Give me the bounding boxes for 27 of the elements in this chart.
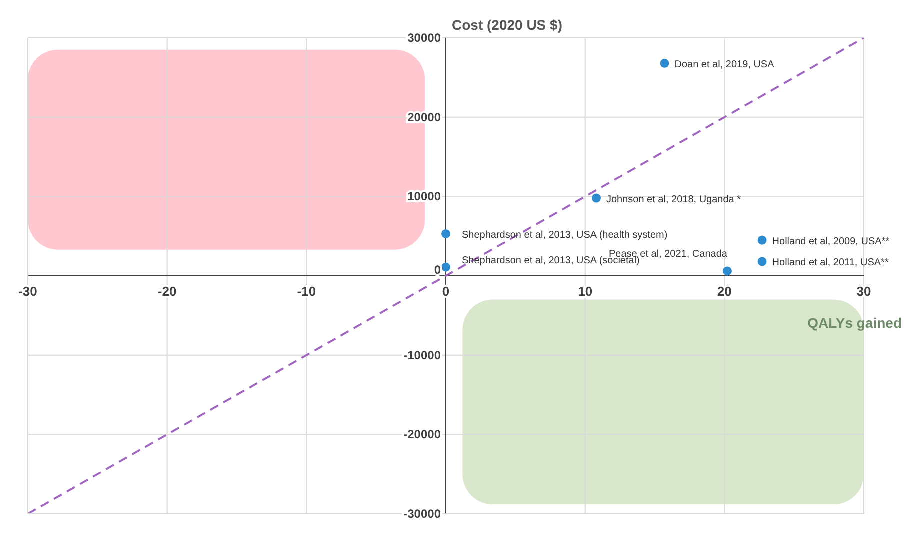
point (722, 266, 732, 276)
annotation: Holland et al, 2009, USA** (772, 236, 890, 248)
annotation: Holland et al, 2011, USA** (772, 258, 889, 269)
y-tick-label: -30000 (404, 507, 442, 521)
point (758, 236, 767, 245)
x-tick-label: 30 (856, 284, 872, 299)
x-tick-label: 20 (717, 284, 732, 299)
point (441, 229, 451, 238)
x-tick-label: -10 (297, 284, 316, 299)
x-tick-label: -20 (158, 284, 177, 299)
x-axis-title: QALYs gained (808, 315, 902, 331)
x-tick-label: 10 (578, 284, 593, 299)
annotation: Doan et al, 2019, USA (674, 59, 775, 70)
annotation: Johnson et al, 2018, Uganda * (606, 194, 742, 206)
y-tick-label: -20000 (404, 428, 442, 442)
y-tick-label: 20000 (408, 110, 442, 124)
y-axis-title: Cost (2020 US $) (452, 17, 562, 33)
point (441, 262, 451, 272)
point (592, 194, 601, 203)
x-tick-label: -30 (18, 284, 38, 299)
y-tick-label: 10000 (408, 190, 442, 204)
y-tick-label: -10000 (404, 348, 442, 362)
y-tick-label: 0 (434, 263, 442, 277)
point (758, 257, 767, 266)
annotation: Shephardson et al, 2013, USA (health system) (462, 230, 668, 241)
point (660, 58, 670, 68)
y-tick-label: 30000 (408, 31, 442, 45)
